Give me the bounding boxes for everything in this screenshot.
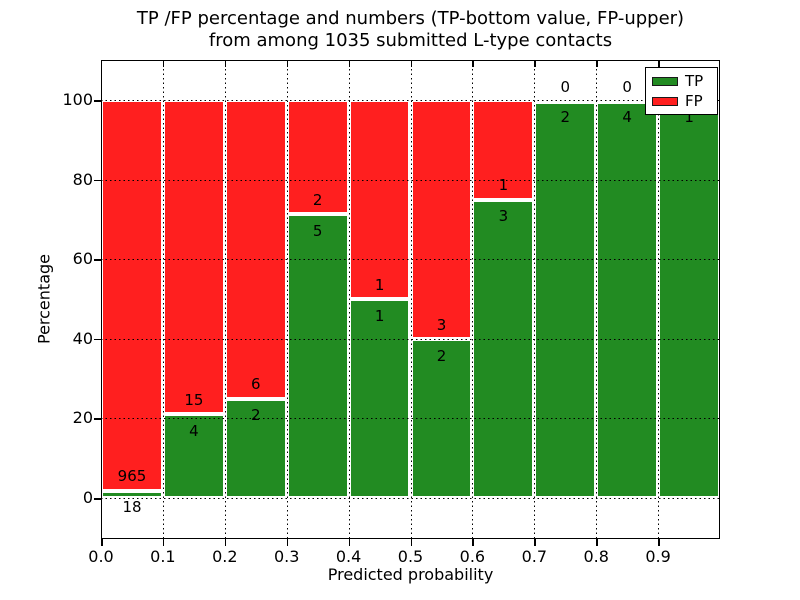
tp-swatch-icon [652, 76, 678, 86]
v-gridline-0.1 [162, 60, 164, 539]
legend-label-fp: FP [685, 92, 703, 110]
tp-count-label: 2 [436, 346, 447, 365]
fp-count-label: 1 [498, 176, 509, 195]
x-tick-label-0.0: 0.0 [88, 547, 114, 566]
bar-tp-0.6-0.7 [472, 199, 535, 499]
tp-count-label: 1 [374, 306, 385, 325]
x-tick-0.9 [658, 539, 660, 546]
legend-label-tp: TP [685, 72, 704, 90]
x-tick-0.4 [348, 539, 351, 546]
bar-fp-0.3-0.4 [286, 100, 349, 214]
legend-item-fp: FP [652, 93, 711, 109]
x-tick-0.2 [224, 539, 227, 546]
fp-count-label: 3 [436, 315, 447, 334]
bar-tp-0.0-0.1 [101, 490, 163, 499]
v-gridline-0.2 [224, 60, 226, 539]
bar-fp-0.0-0.1 [101, 100, 163, 491]
v-gridline-0.3 [286, 60, 288, 539]
v-gridline-0.8 [596, 60, 598, 539]
y-tick-100 [94, 100, 101, 102]
tp-count-label: 4 [189, 421, 199, 440]
bar-tp-0.4-0.5 [348, 299, 411, 498]
bar-fp-0.4-0.5 [348, 100, 411, 300]
tp-count-label: 5 [312, 221, 323, 240]
v-gridline-0.9 [658, 60, 660, 539]
fp-count-label: 0 [560, 78, 571, 97]
y-tick-80 [94, 179, 101, 182]
x-tick-0.7 [534, 539, 536, 546]
tp-count-label: 1 [684, 107, 694, 126]
y-tick-60 [94, 259, 101, 261]
x-tick-top-0.8 [596, 60, 598, 67]
chart-title: TP /FP percentage and numbers (TP-bottom… [101, 8, 720, 52]
x-tick-top-0.9 [658, 60, 660, 67]
bar-tp-0.9-1.0 [658, 100, 720, 498]
bar-tp-0.3-0.4 [286, 213, 349, 498]
y-tick-20 [94, 418, 101, 420]
x-tick-top-0.5 [410, 60, 412, 67]
x-tick-label-0.4: 0.4 [335, 547, 362, 566]
v-gridline-0.7 [534, 60, 536, 539]
x-tick-0.1 [162, 539, 165, 546]
fp-count-label: 1 [374, 275, 385, 294]
x-tick-label-0.6: 0.6 [459, 547, 486, 566]
bar-tp-0.7-0.8 [534, 100, 597, 498]
x-tick-label-0.2: 0.2 [212, 547, 238, 566]
fp-count-label: 965 [117, 467, 147, 486]
x-tick-label-0.8: 0.8 [583, 547, 609, 566]
y-tick-label-40: 40 [72, 328, 93, 348]
x-tick-0.3 [286, 539, 289, 546]
y-tick-label-20: 20 [72, 408, 93, 428]
y-tick-40 [94, 338, 101, 341]
x-tick-top-0.2 [224, 60, 227, 67]
legend-item-tp: TP [652, 73, 711, 89]
bar-fp-0.1-0.2 [162, 100, 225, 415]
v-gridline-0.4 [348, 60, 350, 539]
tp-count-label: 2 [560, 107, 571, 126]
plot-area: 1896541526521123312040100.00.10.20.30.40… [62, 60, 720, 566]
v-gridline-0.6 [472, 60, 474, 539]
chart-title-line1: TP /FP percentage and numbers (TP-bottom… [136, 8, 685, 29]
x-tick-top-0.1 [162, 60, 165, 67]
bar-fp-0.2-0.3 [224, 100, 287, 399]
y-tick-label-60: 60 [72, 249, 93, 269]
x-tick-0.5 [410, 539, 412, 546]
x-tick-label-0.5: 0.5 [397, 547, 424, 566]
fp-count-label: 0 [622, 78, 632, 97]
x-axis-label: Predicted probability [327, 565, 494, 584]
chart-title-line2: from among 1035 submitted L-type contact… [208, 30, 613, 51]
legend: TP FP [645, 67, 718, 115]
y-tick-label-80: 80 [72, 169, 93, 189]
fp-count-label: 6 [251, 375, 261, 394]
fp-swatch-icon [652, 96, 678, 106]
tp-count-label: 2 [251, 406, 261, 425]
bar-tp-0.8-0.9 [596, 100, 659, 498]
x-tick-top-0.3 [286, 60, 289, 67]
x-tick-label-0.1: 0.1 [150, 547, 176, 566]
y-tick-label-100: 100 [62, 90, 93, 110]
bar-tp-0.5-0.6 [410, 338, 473, 498]
tp-count-label: 4 [622, 107, 632, 126]
x-tick-label-0.7: 0.7 [521, 547, 548, 566]
fp-count-label: 15 [184, 390, 204, 409]
x-tick-0.8 [596, 539, 598, 546]
y-tick-label-0: 0 [82, 488, 93, 508]
x-tick-top-0.7 [534, 60, 536, 67]
fp-count-label: 2 [312, 190, 323, 209]
x-tick-label-0.9: 0.9 [645, 547, 671, 566]
x-tick-top-0.4 [348, 60, 351, 67]
tp-count-label: 18 [122, 498, 142, 517]
x-tick-0.0 [101, 539, 103, 546]
y-tick-0 [94, 498, 101, 500]
bar-fp-0.5-0.6 [410, 100, 473, 339]
x-tick-0.6 [472, 539, 474, 546]
x-tick-top-0.6 [472, 60, 474, 67]
v-gridline-0.5 [410, 60, 412, 539]
tp-count-label: 3 [498, 207, 509, 226]
x-tick-label-0.3: 0.3 [273, 547, 300, 566]
